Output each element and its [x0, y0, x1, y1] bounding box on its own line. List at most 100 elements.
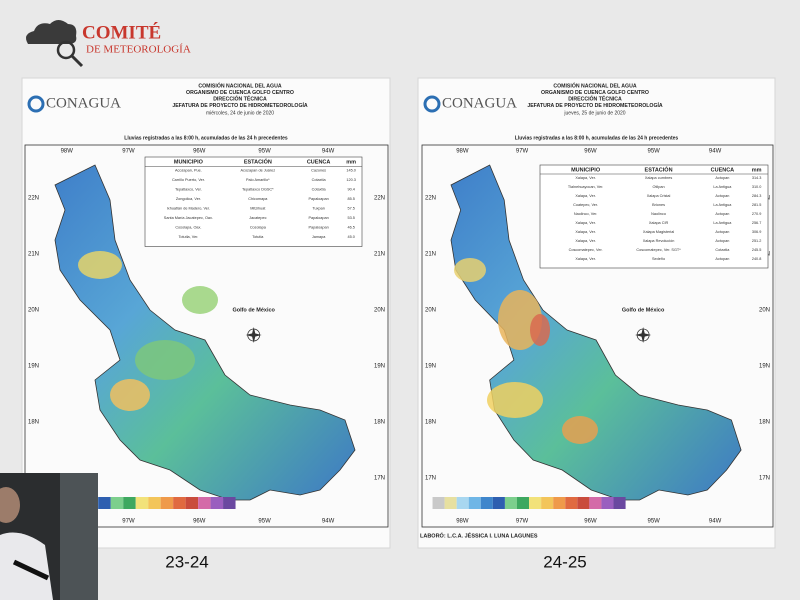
table-cell: Actopan: [715, 212, 729, 216]
lon-label: 95W: [258, 149, 271, 155]
logo-subtitle: DE METEOROLOGÍA: [86, 44, 191, 56]
table-cell: Acozapan, Pue.: [175, 169, 202, 173]
scale-swatch: [160, 497, 174, 509]
credit: LABORÓ: L.C.A. JÉSSICA I. LUNA LAGUNES: [420, 531, 538, 539]
date: miércoles, 24 de junio de 2020: [206, 110, 274, 116]
rain-area: [78, 251, 122, 279]
scale-swatch: [565, 497, 578, 509]
table-cell: Cotaxtla: [715, 248, 730, 252]
table-cell: La Antigua: [713, 221, 732, 225]
lat-label: 18N: [374, 420, 385, 426]
table-cell: Actopan: [715, 239, 729, 243]
table-cell: 270.9: [752, 212, 762, 216]
scale-swatch: [210, 497, 224, 509]
table-cell: Coatepec, Ver.: [573, 203, 598, 207]
state-outline: [54, 164, 356, 501]
scale-swatch: [492, 497, 505, 509]
lat-label: 17N: [425, 476, 436, 482]
scale-swatch: [480, 497, 493, 509]
table-cell: 90.4: [347, 188, 354, 192]
table-cell: Naolinco, Ver.: [574, 212, 597, 216]
table-header: ESTACIÓN: [645, 165, 673, 173]
table-cell: Ixhuatlán de Madero, Ver.: [167, 207, 210, 211]
table-cell: Xalapa cumbres: [645, 176, 673, 180]
lat-label: 22N: [425, 196, 436, 202]
scale-swatch: [589, 497, 602, 509]
table-cell: Xalapa, Ver.: [575, 257, 595, 261]
rain-area: [182, 286, 218, 314]
table-cell: Cosolapa: [250, 226, 267, 230]
table-box: [539, 164, 769, 269]
table-cell: Cosolapa, Oax.: [175, 226, 201, 230]
table-cell: 45.0: [347, 235, 354, 239]
lon-label: 96W: [584, 149, 597, 155]
lat-label: 22N: [374, 196, 385, 202]
table-cell: Cotaxtla: [312, 178, 327, 182]
brand-name: CONAGUA: [442, 95, 517, 111]
webcam-wall: [60, 473, 98, 600]
lon-label: 98W: [61, 149, 74, 155]
table-cell: Tepatlaxco DGSC*: [242, 188, 274, 192]
lat-label: 19N: [425, 364, 436, 370]
header-line: JEFATURA DE PROYECTO DE HIDROMETEOROLOGÍ…: [527, 101, 663, 109]
header-line: ORGANISMO DE CUENCA GOLFO CENTRO: [541, 90, 649, 96]
table-cell: Otilpan: [653, 185, 665, 189]
table-cell: 256.7: [752, 221, 762, 225]
scale-swatch: [613, 497, 626, 509]
rain-area: [135, 340, 195, 380]
lon-label: 96W: [193, 519, 206, 525]
lon-label: 98W: [456, 519, 469, 525]
lat-label: 20N: [425, 308, 436, 314]
rain-area: [487, 382, 543, 418]
lon-label: 97W: [516, 149, 529, 155]
table-cell: Actopan: [715, 257, 729, 261]
lat-label: 17N: [759, 476, 770, 482]
table-cell: Actopan: [715, 194, 729, 198]
scale-swatch: [98, 497, 111, 509]
lon-label: 98W: [456, 149, 469, 155]
table-header: ESTACIÓN: [244, 157, 272, 165]
table-cell: Papaloapan: [308, 226, 328, 230]
lat-label: 21N: [28, 252, 39, 258]
logo: COMITÉ DE METEOROLOGÍA: [26, 20, 191, 68]
scale-swatch: [456, 497, 469, 509]
header-line: COMISIÓN NACIONAL DEL AGUA: [198, 81, 281, 89]
webcam-mic: [12, 559, 50, 581]
table-cell: Sedeño: [652, 257, 665, 261]
scale-swatch: [444, 497, 457, 509]
scale-swatch: [198, 497, 211, 509]
table-cell: 57.5: [347, 207, 354, 211]
table-cell: Papaloapan: [308, 216, 328, 220]
table-cell: Xalapa, Ver.: [575, 221, 595, 225]
lat-label: 21N: [425, 252, 436, 258]
lon-label: 94W: [322, 149, 335, 155]
table-cell: 314.3: [752, 176, 762, 180]
webcam-head: [0, 487, 20, 523]
caption: 24-25: [543, 552, 586, 571]
lat-label: 18N: [759, 420, 770, 426]
scale-swatch: [553, 497, 566, 509]
lat-label: 20N: [374, 308, 385, 314]
compass-star: [245, 327, 262, 343]
brand-name: CONAGUA: [46, 95, 121, 111]
scale-swatch: [504, 497, 517, 509]
table-header: mm: [752, 167, 762, 173]
webcam: [0, 473, 98, 600]
table-cell: Palo Amarillo*: [246, 178, 270, 182]
subtitle: Lluvias registradas a las 8:00 h, acumul…: [515, 135, 679, 141]
table-cell: Papaloapan: [308, 197, 328, 201]
lon-label: 97W: [122, 519, 135, 525]
panels: CONAGUA COMISIÓN NACIONAL DEL AGUA ORGANIS…: [21, 77, 776, 571]
table-cell: Jacatepec: [249, 216, 266, 220]
compass-star: [635, 327, 652, 343]
gulf-label: Golfo de México: [622, 307, 665, 313]
table-cell: 245.5: [752, 248, 762, 252]
table-cell: Xalapa Revolución: [643, 239, 675, 243]
lat-label: 19N: [28, 364, 39, 370]
table-cell: Cazones: [311, 169, 326, 173]
table-header: CUENCA: [307, 159, 331, 165]
date: jueves, 25 de junio de 2020: [563, 110, 625, 116]
table-cell: Xalapa Cristal: [647, 194, 671, 198]
lat-label: 20N: [759, 308, 770, 314]
